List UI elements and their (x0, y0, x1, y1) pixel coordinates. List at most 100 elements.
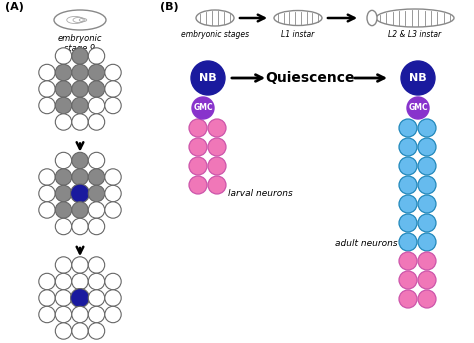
Circle shape (71, 184, 90, 203)
Circle shape (189, 157, 207, 175)
Circle shape (88, 169, 105, 185)
Circle shape (105, 169, 121, 185)
Circle shape (88, 202, 105, 218)
Ellipse shape (54, 10, 106, 30)
Circle shape (105, 202, 121, 218)
Ellipse shape (274, 11, 322, 25)
Text: embryonic
stage 9: embryonic stage 9 (58, 34, 102, 54)
Circle shape (88, 290, 105, 306)
Circle shape (418, 252, 436, 270)
Circle shape (88, 64, 105, 81)
Circle shape (39, 64, 55, 81)
Circle shape (72, 48, 88, 64)
Text: embryonic stages: embryonic stages (181, 30, 249, 39)
Circle shape (418, 271, 436, 289)
Circle shape (418, 290, 436, 308)
Circle shape (399, 290, 417, 308)
Text: adult neurons: adult neurons (336, 238, 398, 248)
Text: NB: NB (199, 73, 217, 83)
Circle shape (88, 114, 105, 130)
Circle shape (399, 214, 417, 232)
Circle shape (72, 306, 88, 323)
Circle shape (418, 214, 436, 232)
Circle shape (399, 176, 417, 194)
Circle shape (72, 97, 88, 114)
Circle shape (72, 257, 88, 273)
Circle shape (72, 218, 88, 235)
Circle shape (55, 152, 72, 169)
Text: L1 instar: L1 instar (282, 30, 315, 39)
Circle shape (105, 185, 121, 202)
Circle shape (55, 202, 72, 218)
Circle shape (105, 81, 121, 97)
Circle shape (39, 169, 55, 185)
Circle shape (39, 97, 55, 114)
Circle shape (191, 61, 225, 95)
Circle shape (39, 185, 55, 202)
Ellipse shape (367, 10, 377, 26)
Circle shape (399, 138, 417, 156)
Circle shape (399, 271, 417, 289)
Circle shape (55, 290, 72, 306)
Circle shape (55, 273, 72, 290)
Circle shape (399, 233, 417, 251)
Circle shape (88, 97, 105, 114)
Circle shape (88, 152, 105, 169)
Circle shape (55, 306, 72, 323)
Circle shape (72, 64, 88, 81)
Circle shape (399, 195, 417, 213)
Circle shape (407, 97, 429, 119)
Circle shape (55, 323, 72, 339)
Circle shape (418, 195, 436, 213)
Text: GMC: GMC (193, 104, 213, 113)
Circle shape (189, 138, 207, 156)
Circle shape (55, 97, 72, 114)
Text: Quiescence: Quiescence (265, 71, 355, 85)
Circle shape (208, 119, 226, 137)
Circle shape (72, 114, 88, 130)
Circle shape (208, 157, 226, 175)
Circle shape (88, 273, 105, 290)
Circle shape (72, 169, 88, 185)
Circle shape (418, 157, 436, 175)
Circle shape (55, 169, 72, 185)
Circle shape (72, 323, 88, 339)
Circle shape (55, 185, 72, 202)
Circle shape (399, 157, 417, 175)
Circle shape (72, 202, 88, 218)
Circle shape (88, 218, 105, 235)
Text: NB: NB (409, 73, 427, 83)
Circle shape (55, 64, 72, 81)
Text: (B): (B) (160, 2, 179, 12)
Circle shape (55, 81, 72, 97)
Circle shape (105, 64, 121, 81)
Text: L2 & L3 instar: L2 & L3 instar (388, 30, 442, 39)
Circle shape (105, 97, 121, 114)
Circle shape (192, 97, 214, 119)
Circle shape (189, 176, 207, 194)
Circle shape (399, 119, 417, 137)
Ellipse shape (376, 9, 454, 27)
Circle shape (88, 257, 105, 273)
Circle shape (39, 273, 55, 290)
Circle shape (55, 257, 72, 273)
Circle shape (72, 81, 88, 97)
Circle shape (399, 252, 417, 270)
Circle shape (88, 185, 105, 202)
Circle shape (39, 306, 55, 323)
Circle shape (72, 273, 88, 290)
Circle shape (88, 48, 105, 64)
Circle shape (88, 323, 105, 339)
Circle shape (105, 273, 121, 290)
Text: (A): (A) (5, 2, 24, 12)
Circle shape (401, 61, 435, 95)
Text: larval neurons: larval neurons (228, 189, 293, 198)
Circle shape (208, 138, 226, 156)
Circle shape (418, 233, 436, 251)
Circle shape (88, 306, 105, 323)
Circle shape (39, 81, 55, 97)
Circle shape (71, 288, 90, 307)
Circle shape (39, 290, 55, 306)
Circle shape (105, 290, 121, 306)
Circle shape (208, 176, 226, 194)
